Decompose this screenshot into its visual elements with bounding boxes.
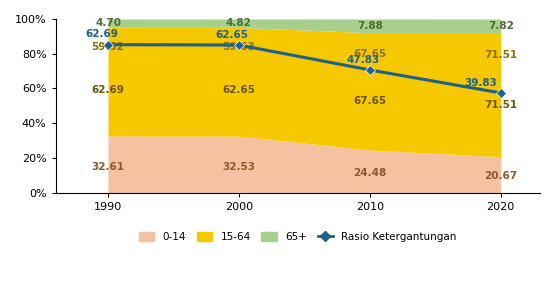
Text: 67.65: 67.65 xyxy=(354,96,386,106)
Text: 7.82: 7.82 xyxy=(488,21,514,31)
Text: 67.65: 67.65 xyxy=(354,49,386,59)
Text: 71.51: 71.51 xyxy=(484,100,517,110)
Text: 7.88: 7.88 xyxy=(357,21,383,31)
Text: 20.67: 20.67 xyxy=(484,171,517,181)
Text: 62.65: 62.65 xyxy=(223,86,255,96)
Text: 62.65: 62.65 xyxy=(216,30,249,40)
Text: 32.61: 32.61 xyxy=(92,162,124,172)
Text: 4.70: 4.70 xyxy=(95,18,121,28)
Text: 32.53: 32.53 xyxy=(223,162,255,172)
Legend: 0-14, 15-64, 65+, Rasio Ketergantungan: 0-14, 15-64, 65+, Rasio Ketergantungan xyxy=(135,229,460,245)
Text: 62.69: 62.69 xyxy=(85,29,118,39)
Text: 71.51: 71.51 xyxy=(484,50,517,60)
Text: 4.82: 4.82 xyxy=(226,18,252,28)
Text: 24.48: 24.48 xyxy=(353,168,386,178)
Text: 62.69: 62.69 xyxy=(92,85,124,95)
Text: 59.52: 59.52 xyxy=(92,42,124,52)
Text: 39.83: 39.83 xyxy=(465,78,497,88)
Text: 59.63: 59.63 xyxy=(223,42,255,52)
Text: 47.83: 47.83 xyxy=(347,55,380,65)
